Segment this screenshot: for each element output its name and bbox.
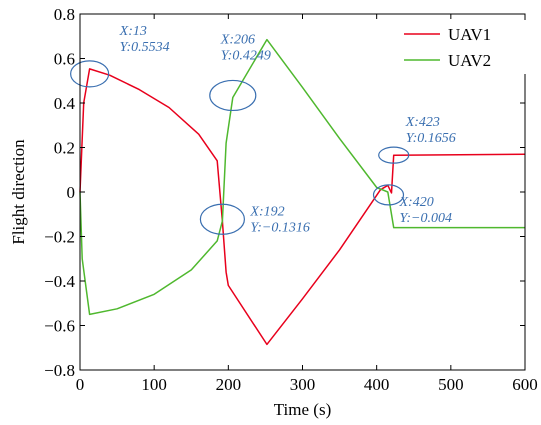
annotation-x-label: X:423 — [405, 115, 440, 130]
x-tick-label: 200 — [216, 375, 242, 394]
x-axis-label: Time (s) — [274, 400, 331, 419]
y-tick-label: −0.8 — [44, 361, 75, 380]
legend-label-uav1: UAV1 — [448, 25, 491, 44]
legend-label-uav2: UAV2 — [448, 51, 491, 70]
y-axis-label: Flight direction — [9, 139, 28, 245]
annotation-x-label: X:192 — [249, 204, 284, 219]
y-tick-label: −0.4 — [44, 272, 75, 291]
y-tick-label: 0.8 — [54, 5, 75, 24]
annotation-x-label: X:420 — [399, 195, 434, 210]
x-tick-label: 600 — [512, 375, 538, 394]
annotation-y-label: Y:0.5534 — [120, 40, 170, 55]
legend: UAV1 UAV2 — [396, 20, 526, 74]
annotation-y-label: Y:−0.004 — [400, 211, 453, 226]
y-tick-label: 0.6 — [54, 50, 75, 69]
y-tick-label: 0.4 — [54, 94, 76, 113]
x-tick-label: 400 — [364, 375, 390, 394]
annotation-marker — [209, 79, 257, 112]
annotation-y-label: Y:0.1656 — [406, 131, 456, 146]
annotation-marker — [372, 184, 405, 206]
x-tick-label: 100 — [141, 375, 167, 394]
legend-box — [396, 20, 526, 74]
annotation-marker — [378, 146, 410, 164]
annotation-marker — [199, 203, 245, 235]
series-line-uav2 — [79, 38, 525, 316]
x-tick-label: 300 — [290, 375, 316, 394]
annotation-x-label: X:206 — [220, 32, 255, 47]
annotation-x-label: X:13 — [119, 24, 147, 39]
y-tick-label: 0.2 — [54, 139, 75, 158]
annotation-y-label: Y:0.4249 — [221, 48, 271, 63]
tick-layer: 0 100 200 300 400 500 600 0.8 0.6 0.4 0.2 0 −0.2 −0.4… — [44, 5, 538, 394]
x-tick-label: 500 — [438, 375, 464, 394]
x-tick-label: 0 — [76, 375, 85, 394]
annotation-y-label: Y:−0.1316 — [250, 220, 310, 235]
y-tick-label: −0.2 — [44, 228, 75, 247]
y-tick-label: 0 — [67, 183, 76, 202]
y-tick-label: −0.6 — [44, 317, 75, 336]
annotation-marker — [70, 60, 110, 88]
